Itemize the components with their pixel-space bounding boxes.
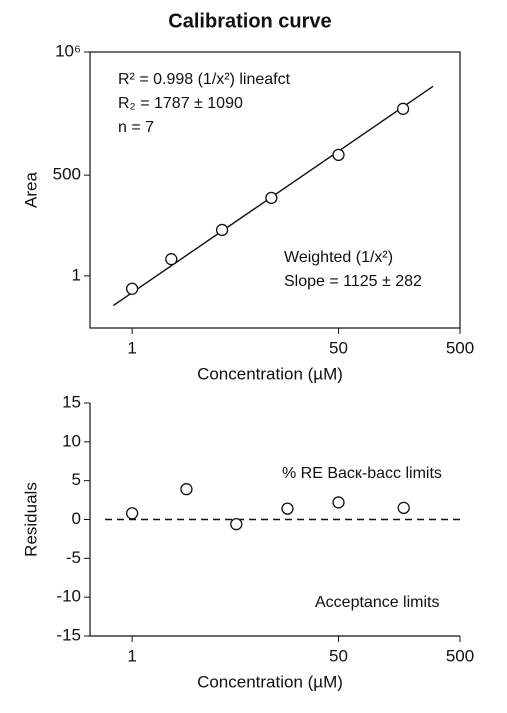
annotation: Weighted (1/x²) — [284, 249, 393, 266]
y-axis-label: Area — [21, 172, 40, 208]
x-tick-label: 1 — [127, 338, 136, 357]
x-tick-label: 50 — [329, 646, 348, 665]
data-point — [125, 507, 139, 520]
y-tick-label: 0 — [72, 509, 81, 528]
data-point — [230, 518, 243, 531]
data-point — [180, 483, 193, 496]
y-tick-label: 10 — [62, 431, 81, 450]
y-tick-label: 5 — [72, 470, 81, 489]
chart-title: Calibration curve — [168, 10, 331, 32]
data-point — [215, 223, 229, 237]
annotation: R² = 0.998 (1/x²) lineafct — [118, 71, 291, 88]
annotation: Acceptance limits — [315, 594, 440, 611]
y-tick-label: 1 — [72, 265, 81, 284]
annotation: R₂ = 1787 ± 1090 — [118, 95, 243, 112]
data-point — [396, 102, 410, 115]
x-tick-label: 50 — [329, 338, 348, 357]
y-tick-label: -5 — [66, 548, 81, 567]
annotation: n = 7 — [118, 119, 154, 136]
x-tick-label: 500 — [446, 646, 474, 665]
x-tick-label: 1 — [127, 646, 136, 665]
y-axis-label: Residuals — [21, 482, 40, 557]
data-point — [265, 191, 278, 205]
data-point — [332, 148, 345, 162]
data-point — [125, 282, 139, 295]
y-tick-label: 15 — [62, 392, 81, 411]
plot-frame — [89, 51, 461, 329]
annotation: Slope = 1125 ± 282 — [284, 273, 422, 290]
x-axis-label: Concentration (µM) — [197, 364, 343, 383]
y-tick-label: -15 — [56, 625, 81, 644]
y-tick-label: -10 — [56, 587, 81, 606]
data-point — [165, 253, 178, 266]
annotation: % RE Bacк-bacc limits — [282, 465, 442, 482]
data-point — [332, 496, 345, 509]
y-tick-label: 10⁶ — [55, 41, 81, 60]
x-tick-label: 500 — [446, 338, 474, 357]
data-point — [281, 502, 294, 515]
x-axis-label: Concentration (µM) — [197, 672, 343, 691]
data-point — [397, 501, 410, 515]
y-tick-label: 500 — [53, 165, 81, 184]
